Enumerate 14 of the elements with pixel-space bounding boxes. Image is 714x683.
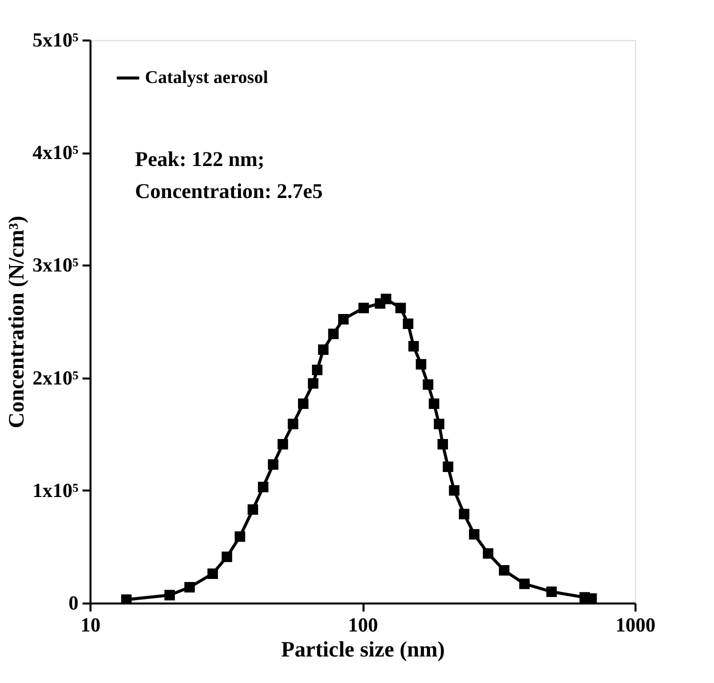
y-tick-label: 4x10⁵ (32, 142, 78, 164)
x-tick-label: 1000 (616, 614, 656, 636)
y-tick-label: 2x10⁵ (32, 367, 78, 390)
y-tick-label: 5x10⁵ (32, 30, 78, 52)
y-tick-label: 0 (68, 592, 78, 614)
x-tick-label: 10 (80, 614, 100, 636)
legend-label: Catalyst aerosol (145, 67, 268, 87)
y-tick-label: 1x10⁵ (32, 480, 78, 502)
x-tick-label: 100 (348, 614, 378, 636)
annotation: Peak: 122 nm; (135, 147, 264, 171)
annotation: Concentration: 2.7e5 (135, 179, 323, 203)
x-axis-title: Particle size (nm) (281, 636, 445, 662)
y-tick-label: 3x10⁵ (32, 254, 78, 277)
y-axis-title: Concentration (N/cm³) (4, 216, 29, 428)
